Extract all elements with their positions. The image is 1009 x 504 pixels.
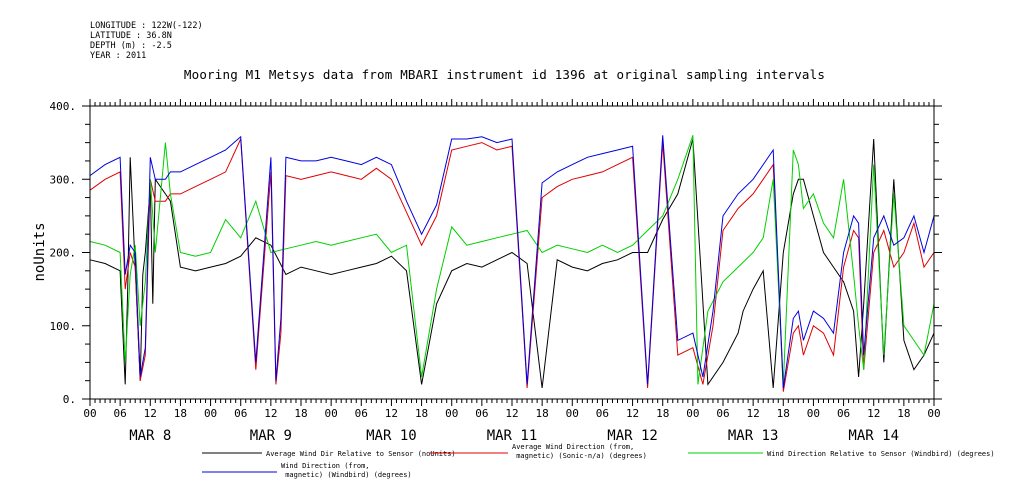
y-tick-label: 300.	[50, 173, 77, 186]
x-tick-label: 18	[656, 407, 669, 420]
y-tick-label: 0.	[63, 393, 76, 406]
x-tick-label: 00	[807, 407, 820, 420]
x-tick-label: 12	[264, 407, 277, 420]
latitude-text: LATITUDE : 36.8N	[90, 31, 172, 41]
x-tick-label: 06	[837, 407, 850, 420]
x-tick-label: 18	[174, 407, 187, 420]
x-tick-label: 00	[204, 407, 217, 420]
x-tick-label: 00	[927, 407, 940, 420]
x-tick-label: 12	[144, 407, 157, 420]
x-day-label: MAR 13	[728, 428, 779, 444]
x-tick-label: 06	[355, 407, 368, 420]
x-tick-label: 00	[325, 407, 338, 420]
x-tick-label: 06	[716, 407, 729, 420]
x-tick-label: 12	[505, 407, 518, 420]
x-tick-label: 00	[83, 407, 96, 420]
y-tick-label: 400.	[50, 100, 77, 113]
legend-label-2: Average Wind Direction (from, magnetic) …	[512, 443, 647, 460]
longitude-text: LONGITUDE : 122W(-122)	[90, 21, 203, 31]
x-tick-label: 18	[415, 407, 428, 420]
x-tick-label: 00	[566, 407, 579, 420]
series-layer	[89, 135, 935, 392]
mooring-metadata: LONGITUDE : 122W(-122) LATITUDE : 36.8N …	[90, 21, 203, 61]
legend-label-1: Average Wind Dir Relative to Sensor (noU…	[266, 450, 456, 458]
x-tick-label: 06	[596, 407, 609, 420]
series-line-4	[89, 135, 935, 389]
legend: Average Wind Dir Relative to Sensor (noU…	[202, 443, 995, 479]
axis-layer: 00 06 12 18 00 06 12 18 00 06 12 18 00 06 12 18 00 06 12 18…	[50, 99, 942, 444]
x-tick-label: 00	[686, 407, 699, 420]
x-tick-label: 18	[777, 407, 790, 420]
x-day-label: MAR 8	[129, 428, 171, 444]
x-tick-label: 18	[897, 407, 910, 420]
legend-label-3: Wind Direction Relative to Sensor (Windb…	[767, 450, 995, 458]
x-tick-label: 00	[445, 407, 458, 420]
x-day-label: MAR 9	[250, 428, 292, 444]
x-day-label: MAR 10	[366, 428, 417, 444]
series-line-3	[89, 135, 935, 385]
x-day-label: MAR 14	[848, 428, 899, 444]
depth-text: DEPTH (m) : -2.5	[90, 41, 172, 51]
x-day-label: MAR 11	[487, 428, 538, 444]
series-line-1	[89, 138, 935, 389]
y-axis-label: noUnits	[32, 222, 48, 281]
legend-label-4: Wind Direction (from, magnetic) (Windbir…	[281, 462, 412, 479]
x-tick-label: 06	[114, 407, 127, 420]
x-tick-label: 06	[234, 407, 247, 420]
x-tick-label: 18	[294, 407, 307, 420]
x-tick-label: 06	[475, 407, 488, 420]
x-tick-label: 12	[626, 407, 639, 420]
x-tick-label: 12	[385, 407, 398, 420]
y-tick-label: 200.	[50, 247, 77, 260]
x-day-label: MAR 12	[607, 428, 658, 444]
y-tick-label: 100.	[50, 320, 77, 333]
x-tick-label: 18	[536, 407, 549, 420]
chart-title: Mooring M1 Metsys data from MBARI instru…	[183, 67, 826, 82]
x-tick-label: 12	[747, 407, 760, 420]
year-text: YEAR : 2011	[90, 51, 147, 61]
x-tick-label: 12	[867, 407, 880, 420]
